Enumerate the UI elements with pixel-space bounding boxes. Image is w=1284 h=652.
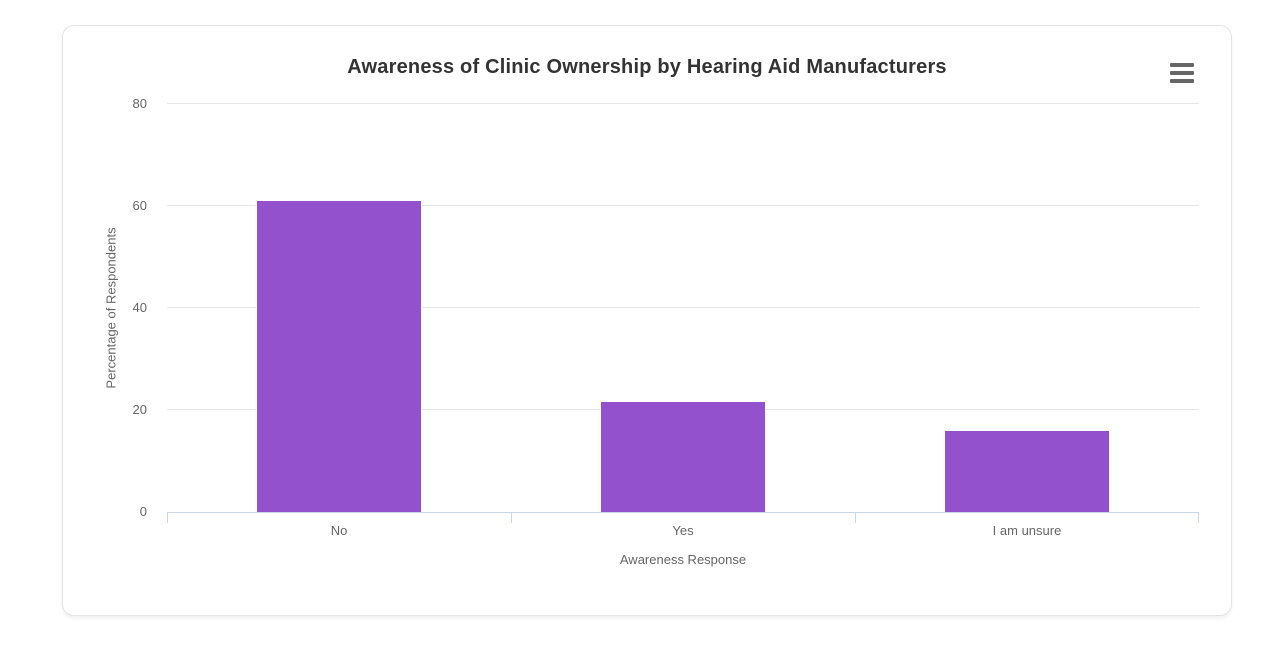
y-tick-label: 40 (132, 300, 147, 315)
y-tick-label: 0 (139, 504, 147, 519)
y-tick-label: 60 (132, 198, 147, 213)
y-tick-label: 80 (132, 96, 147, 111)
y-gridline (167, 307, 1199, 308)
x-axis-tick (855, 513, 856, 523)
plot-area: Percentage of Respondents Awareness Resp… (104, 96, 1199, 567)
x-axis-tick (167, 513, 168, 523)
chart-title: Awareness of Clinic Ownership by Hearing… (347, 56, 947, 78)
y-tick-label: 20 (132, 402, 147, 417)
x-axis-title: Awareness Response (619, 552, 747, 567)
x-category-label: No (330, 523, 348, 538)
hamburger-menu-icon (1170, 63, 1194, 67)
y-gridline (167, 205, 1199, 206)
y-gridline (167, 103, 1199, 104)
x-category-label: Yes (672, 523, 694, 538)
x-axis-tick (511, 513, 512, 523)
bar-i-am-unsure[interactable] (944, 430, 1110, 512)
bar-yes[interactable] (600, 401, 766, 512)
x-category-label: I am unsure (992, 523, 1062, 538)
hamburger-menu-icon (1170, 71, 1194, 75)
export-menu-button[interactable] (1170, 62, 1195, 84)
x-axis-line (167, 512, 1199, 513)
bar-no[interactable] (256, 199, 422, 512)
hamburger-menu-icon (1170, 79, 1194, 83)
chart-card: Awareness of Clinic Ownership by Hearing… (62, 25, 1232, 616)
x-axis-tick (1198, 513, 1199, 523)
